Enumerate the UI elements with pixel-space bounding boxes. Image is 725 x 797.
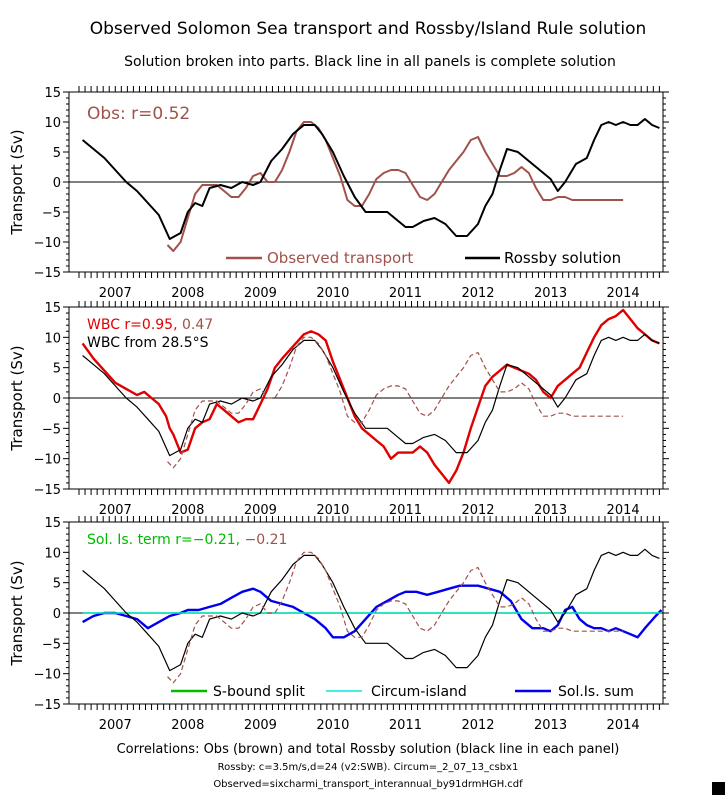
series-line-wbc-from-28-5-s (81, 308, 660, 485)
footer-rossby-params: Rossby: c=3.5m/s,d=24 (v2:SWB). Circum=_… (218, 762, 519, 773)
x-tick-label: 2011 (389, 718, 422, 733)
annotation: WBC r=0.95, 0.47 (87, 317, 213, 333)
x-tick-label: 2010 (316, 286, 349, 301)
x-tick-label: 2013 (534, 718, 567, 733)
x-tick-label: 2009 (244, 286, 277, 301)
y-tick-label: 5 (53, 577, 61, 592)
x-tick-label: 2013 (534, 286, 567, 301)
y-tick-label: −5 (42, 422, 61, 437)
y-tick-label: −5 (42, 637, 61, 652)
panel-3: −15 −10 −5 0 5 10 15 Transport (Sv) 2007 2008 2009… (8, 516, 669, 733)
legend-label: Circum-island (371, 684, 467, 700)
y-tick-label: 10 (44, 546, 61, 561)
annotation: Obs: r=0.52 (87, 104, 190, 124)
y-tick-label: −10 (34, 453, 61, 468)
x-tick-label: 2011 (389, 503, 422, 518)
x-tick-label: 2009 (244, 503, 277, 518)
y-tick-label: 5 (53, 146, 61, 161)
y-tick-label: 10 (44, 331, 61, 346)
y-tick-label: −15 (34, 266, 61, 281)
legend-label: Sol.Is. sum (558, 684, 634, 700)
series-line-rossby-solution (82, 333, 660, 457)
x-tick-label: 2012 (461, 286, 494, 301)
y-tick-label: −10 (34, 236, 61, 251)
x-tick-label: 2012 (461, 503, 494, 518)
x-tick-label: 2010 (316, 503, 349, 518)
footer-correlations: Correlations: Obs (brown) and total Ross… (117, 742, 620, 757)
annotation: Sol. Is. term r=−0.21, −0.21 (87, 532, 287, 548)
y-axis-label: Transport (Sv) (8, 345, 26, 451)
series-line-rossby-solution (81, 118, 660, 240)
y-tick-label: 5 (53, 362, 61, 377)
y-tick-label: −15 (34, 698, 61, 713)
corner-marker (712, 782, 725, 795)
x-tick-label: 2007 (99, 286, 132, 301)
x-tick-label: 2010 (316, 718, 349, 733)
x-tick-label: 2011 (389, 286, 422, 301)
series-line-observed-transport (167, 336, 624, 469)
x-tick-label: 2008 (171, 286, 204, 301)
x-tick-label: 2014 (607, 718, 640, 733)
x-tick-label: 2008 (171, 718, 204, 733)
panel-1: −15 −10 −5 0 5 10 15 Transport (Sv) 2007 2008 2009… (8, 86, 669, 301)
series-line-observed-transport (166, 121, 624, 252)
y-tick-label: 15 (44, 86, 61, 101)
x-tick-label: 2014 (607, 503, 640, 518)
x-tick-label: 2012 (461, 718, 494, 733)
y-axis-label: Transport (Sv) (8, 560, 26, 666)
y-axis-label: Transport (Sv) (8, 129, 26, 235)
y-tick-label: 0 (53, 176, 61, 191)
y-tick-label: −10 (34, 668, 61, 683)
x-tick-label: 2008 (171, 503, 204, 518)
x-tick-label: 2009 (244, 718, 277, 733)
x-tick-label: 2014 (607, 286, 640, 301)
footer-observed-file: Observed=sixcharmi_transport_interannual… (213, 779, 523, 790)
chart-subtitle: Solution broken into parts. Black line i… (124, 54, 616, 70)
annotation: WBC from 28.5°S (87, 335, 209, 351)
x-tick-label: 2013 (534, 503, 567, 518)
series-line-rossby-solution (82, 548, 660, 672)
y-tick-label: 0 (53, 607, 61, 622)
series-line-observed-transport (167, 551, 624, 684)
chart-title: Observed Solomon Sea transport and Rossb… (90, 19, 647, 39)
y-tick-label: 10 (44, 116, 61, 131)
legend-label: Observed transport (267, 249, 413, 267)
series-line-sol-is-sum (82, 584, 663, 639)
legend-label: S-bound split (213, 684, 305, 700)
legend-label: Rossby solution (504, 249, 621, 267)
panel-2: −15 −10 −5 0 5 10 15 Transport (Sv) 2007 2008 2009… (8, 301, 669, 518)
y-tick-label: 15 (44, 516, 61, 531)
y-tick-label: 0 (53, 392, 61, 407)
y-tick-label: −5 (42, 206, 61, 221)
x-tick-label: 2007 (99, 718, 132, 733)
y-tick-label: 15 (44, 301, 61, 316)
y-tick-label: −15 (34, 483, 61, 498)
x-tick-label: 2007 (99, 503, 132, 518)
